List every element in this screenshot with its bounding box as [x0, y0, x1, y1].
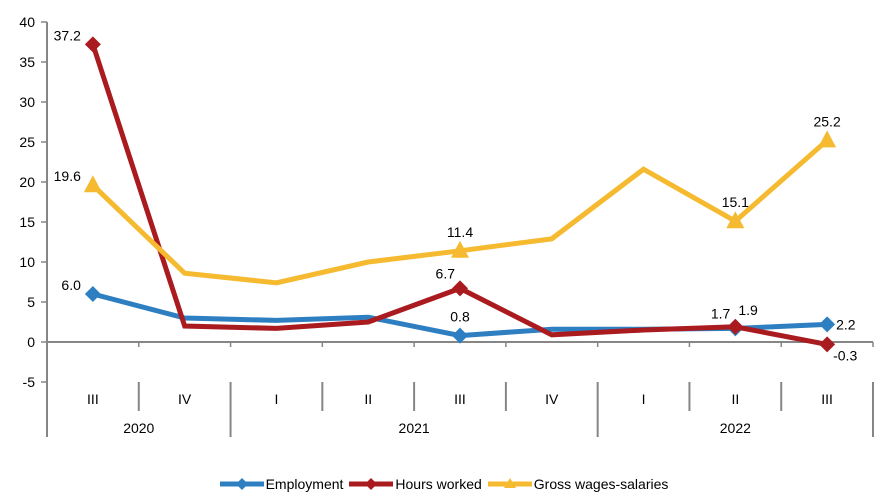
- series-line: [90, 43, 828, 347]
- year-label: 2021: [399, 420, 430, 436]
- triangle-marker: [451, 240, 469, 258]
- data-label: 0.8: [450, 309, 470, 325]
- y-tick-label: 15: [19, 214, 35, 230]
- diamond-marker: [819, 316, 836, 333]
- legend-item: Employment: [219, 476, 344, 492]
- diamond-legend-icon: [219, 478, 264, 490]
- x-tick-label: IV: [178, 391, 192, 407]
- y-tick-label: 25: [19, 134, 35, 150]
- legend-label: Employment: [265, 476, 344, 492]
- y-tick-label: 35: [19, 54, 35, 70]
- x-tick-label: II: [364, 391, 372, 407]
- y-tick-label: 0: [27, 334, 35, 350]
- legend-item: Hours worked: [349, 476, 482, 492]
- data-label: 15.1: [722, 194, 749, 210]
- y-tick-label: 5: [27, 294, 35, 310]
- y-tick-label: -5: [23, 374, 36, 390]
- y-tick-label: 20: [19, 174, 35, 190]
- x-tick-label: I: [642, 391, 646, 407]
- triangle-legend-icon: [487, 478, 532, 488]
- diamond-marker: [84, 286, 101, 302]
- year-label: 2020: [123, 420, 154, 436]
- data-label: 6.0: [61, 277, 81, 293]
- y-tick-label: 40: [19, 14, 35, 30]
- legend-label: Gross wages-salaries: [533, 476, 669, 492]
- triangle-marker: [726, 211, 745, 229]
- series-line: [91, 138, 829, 286]
- legend-label: Hours worked: [395, 476, 482, 492]
- legend-item: Gross wages-salaries: [487, 476, 669, 492]
- data-label: 1.7: [711, 305, 731, 321]
- triangle-marker: [83, 175, 102, 193]
- data-label: 6.7: [436, 265, 456, 281]
- y-tick-label: 10: [19, 254, 35, 270]
- diamond-marker: [727, 318, 744, 335]
- data-label: 2.2: [836, 316, 856, 332]
- x-tick-label: II: [731, 391, 739, 407]
- diamond-legend-icon: [349, 478, 394, 490]
- x-tick-label: III: [87, 391, 99, 407]
- year-label: 2022: [720, 420, 751, 436]
- data-label: 11.4: [447, 224, 473, 240]
- data-label: -0.3: [833, 347, 857, 363]
- data-labels: 6.0 0.8 1.7 2.2 37.2 6.7 1.9 -0.3 19.6 11.4 15.1 25…: [54, 27, 858, 363]
- x-tick-label: III: [454, 391, 466, 407]
- diamond-marker: [452, 327, 468, 344]
- triangle-marker: [818, 130, 837, 148]
- x-tick-label: III: [821, 391, 833, 407]
- x-tick-label: IV: [545, 391, 559, 407]
- data-label: 1.9: [738, 302, 758, 318]
- diamond-marker: [452, 280, 468, 297]
- series-layer: [83, 36, 837, 353]
- data-label: 19.6: [54, 168, 81, 184]
- series-gross-wages-salaries: [83, 130, 837, 286]
- x-tick-label: I: [274, 391, 278, 407]
- diamond-marker: [84, 36, 101, 53]
- y-tick-label: 30: [19, 94, 35, 110]
- legend: Employment Hours worked Gross wages-salari…: [0, 476, 888, 492]
- data-label: 37.2: [54, 27, 81, 43]
- data-label: 25.2: [813, 113, 840, 129]
- series-hours-worked: [84, 36, 836, 353]
- diamond-marker: [819, 336, 836, 353]
